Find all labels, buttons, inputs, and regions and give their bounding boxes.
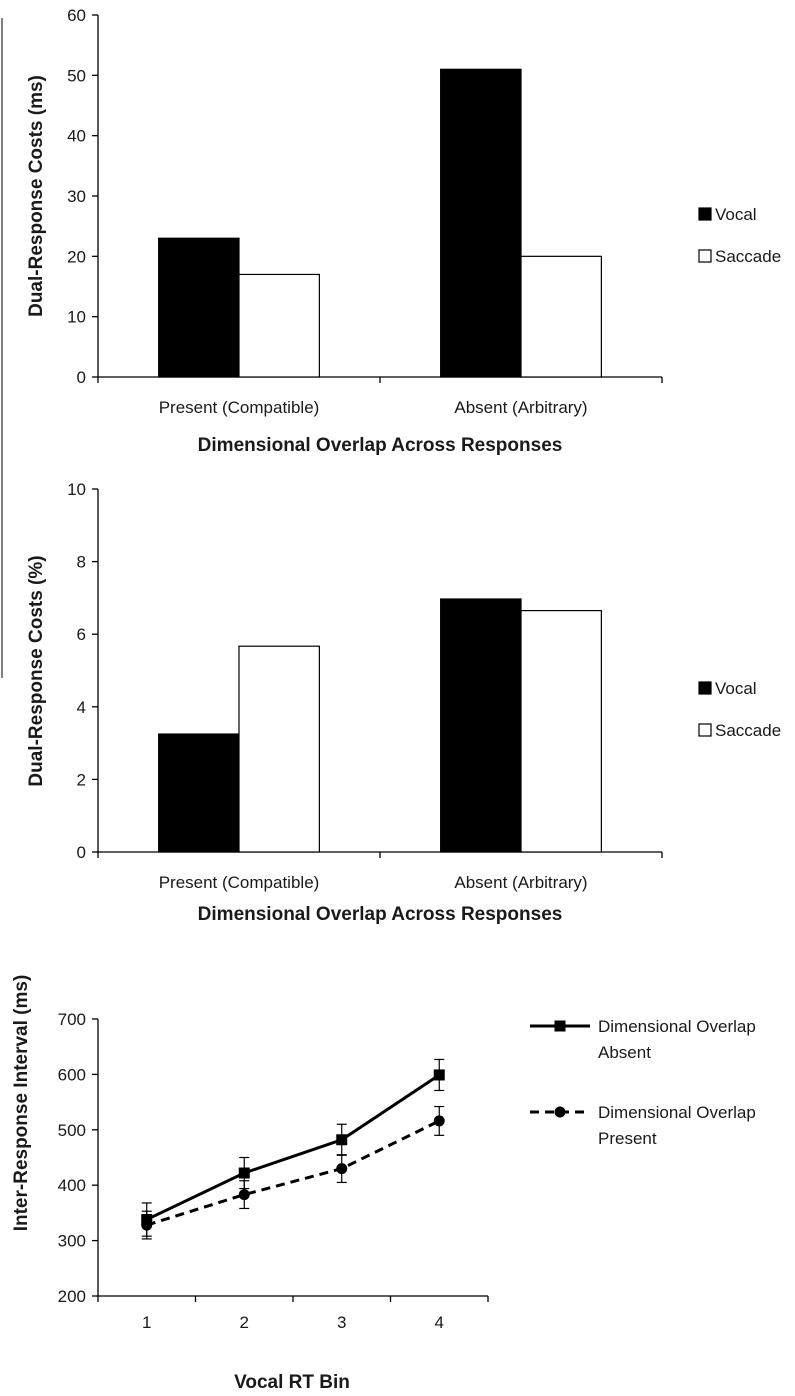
- chart1-bar-saccade: [520, 255, 602, 378]
- chart3-y-tick-label: 700: [58, 1010, 86, 1029]
- chart2-legend-saccade-label: Saccade: [715, 721, 781, 740]
- chart3-y-tick-label: 400: [58, 1176, 86, 1195]
- chart3-legend-present-line1: Dimensional Overlap: [598, 1103, 756, 1122]
- chart2-xlabel: Dimensional Overlap Across Responses: [198, 904, 563, 925]
- chart1-legend-vocal-label: Vocal: [715, 205, 757, 224]
- chart3-marker-absent: [433, 1069, 445, 1081]
- chart2-y-tick-label: 8: [77, 553, 86, 572]
- chart2-bar-saccade: [520, 610, 602, 853]
- chart1-legend-saccade-label: Saccade: [715, 247, 781, 266]
- chart2-legend-swatch-vocal: [698, 681, 712, 695]
- chart3-legend-marker-present: [554, 1106, 566, 1118]
- chart1-x-tick-label: Present (Compatible): [159, 398, 320, 417]
- chart-inter-response-interval: Inter-Response Interval (ms) Vocal RT Bi…: [11, 975, 756, 1393]
- chart2-bar-saccade: [238, 645, 320, 853]
- chart3-marker-absent: [238, 1167, 250, 1179]
- chart3-legend-marker-absent: [554, 1020, 566, 1032]
- chart2-bar-vocal: [440, 598, 522, 853]
- chart3-x-tick-label: 4: [435, 1313, 444, 1332]
- chart3-y-tick-label: 300: [58, 1232, 86, 1251]
- chart3-marker-absent: [336, 1134, 348, 1146]
- chart1-y-tick-label: 10: [67, 308, 86, 327]
- chart2-legend-vocal-label: Vocal: [715, 679, 757, 698]
- chart3-line-present: [146, 1119, 440, 1227]
- chart2-y-tick-label: 4: [77, 698, 86, 717]
- chart3-x-tick-label: 1: [142, 1313, 151, 1332]
- chart1-legend-swatch-vocal: [698, 207, 712, 221]
- chart1-y-tick-label: 20: [67, 247, 86, 266]
- chart3-marker-present: [336, 1163, 348, 1175]
- chart1-y-tick-label: 60: [67, 6, 86, 25]
- chart2-ylabel: Dual-Response Costs (%): [26, 555, 47, 786]
- chart2-legend-swatch-saccade: [698, 723, 712, 737]
- chart3-marker-present: [141, 1219, 153, 1231]
- chart2-y-tick-label: 10: [67, 480, 86, 499]
- chart3-x-tick-label: 2: [240, 1313, 249, 1332]
- chart1-bar-vocal: [158, 237, 240, 378]
- chart1-x-tick-label: Absent (Arbitrary): [454, 398, 587, 417]
- chart1-bar-saccade: [238, 273, 320, 378]
- chart1-y-tick-label: 40: [67, 127, 86, 146]
- chart2-y-tick-label: 0: [77, 843, 86, 862]
- chart1-y-tick-label: 30: [67, 187, 86, 206]
- chart2-x-tick-label: Absent (Arbitrary): [454, 873, 587, 892]
- chart3-legend-present-line2: Present: [598, 1129, 657, 1148]
- chart1-xlabel: Dimensional Overlap Across Responses: [198, 435, 563, 456]
- chart3-xlabel: Vocal RT Bin: [234, 1372, 350, 1393]
- chart2-y-tick-label: 2: [77, 770, 86, 789]
- chart3-ylabel: Inter-Response Interval (ms): [11, 975, 32, 1232]
- chart1-y-tick-label: 0: [77, 368, 86, 387]
- chart1-legend-swatch-saccade: [698, 249, 712, 263]
- chart1-ylabel: Dual-Response Costs (ms): [26, 75, 47, 317]
- chart3-legend-absent-line1: Dimensional Overlap: [598, 1017, 756, 1036]
- chart3-marker-present: [238, 1189, 250, 1201]
- chart2-bar-vocal: [158, 733, 240, 853]
- chart3-y-tick-label: 500: [58, 1121, 86, 1140]
- chart2-x-tick-label: Present (Compatible): [159, 873, 320, 892]
- chart-dual-response-ms: Dual-Response Costs (ms) Dimensional Ove…: [26, 6, 781, 456]
- chart3-line-absent: [146, 1073, 441, 1221]
- chart1-y-tick-label: 50: [67, 66, 86, 85]
- chart-dual-response-percent: Dual-Response Costs (%) Dimensional Over…: [26, 480, 781, 925]
- chart3-y-tick-label: 600: [58, 1065, 86, 1084]
- chart2-y-tick-label: 6: [77, 625, 86, 644]
- chart1-bar-vocal: [440, 68, 522, 378]
- chart3-marker-present: [433, 1115, 445, 1127]
- chart3-legend-absent-line2: Absent: [598, 1043, 651, 1062]
- chart3-y-tick-label: 200: [58, 1287, 86, 1306]
- chart3-x-tick-label: 3: [337, 1313, 346, 1332]
